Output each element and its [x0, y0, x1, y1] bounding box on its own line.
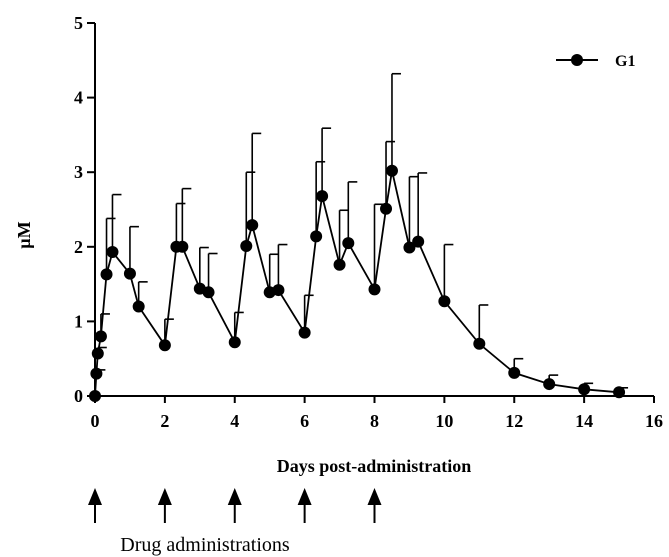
y-tick-label: 1 — [74, 311, 83, 331]
dose-arrow — [227, 488, 242, 523]
data-point — [310, 230, 323, 243]
x-tick-label: 0 — [91, 411, 100, 431]
y-tick-label: 3 — [74, 162, 83, 182]
data-point — [438, 295, 451, 308]
dose-arrow-head — [297, 488, 312, 505]
data-point — [543, 378, 556, 391]
data-point — [298, 326, 311, 339]
dose-arrow — [88, 488, 102, 523]
x-tick-label: 2 — [160, 411, 169, 431]
data-point — [176, 240, 189, 253]
y-tick-label: 4 — [74, 88, 83, 108]
y-tick-label: 0 — [74, 386, 83, 406]
data-point — [403, 241, 416, 254]
legend-marker — [571, 54, 583, 66]
data-point — [106, 246, 119, 259]
data-point — [132, 300, 145, 313]
dose-arrow-head — [227, 488, 242, 505]
dose-arrow-head — [367, 488, 382, 505]
data-point — [158, 339, 171, 352]
x-tick-label: 14 — [575, 411, 593, 431]
y-tick-label: 5 — [74, 13, 83, 33]
series-g1 — [89, 72, 629, 402]
data-point — [94, 330, 107, 343]
x-tick-label: 4 — [230, 411, 239, 431]
data-point — [333, 258, 346, 271]
data-point — [342, 237, 355, 250]
dose-annotation-label: Drug administrations — [120, 534, 290, 556]
data-point — [91, 347, 104, 360]
data-point — [202, 286, 215, 299]
data-point — [246, 219, 259, 232]
data-point — [412, 235, 425, 248]
data-point — [89, 390, 101, 402]
data-point — [228, 336, 241, 349]
series-layer — [89, 72, 629, 402]
data-point — [473, 337, 486, 350]
x-tick-label: 10 — [435, 411, 453, 431]
x-axis-title: Days post-administration — [277, 456, 472, 476]
data-point — [272, 284, 285, 297]
data-point — [90, 367, 103, 380]
data-point — [368, 283, 381, 296]
data-point — [100, 268, 113, 281]
series-line — [94, 170, 620, 397]
data-point — [613, 386, 626, 399]
data-point — [508, 366, 521, 379]
dose-arrow-head — [88, 488, 102, 505]
dose-arrow — [297, 488, 312, 523]
legend-label-g1: G1 — [615, 53, 635, 70]
dose-arrow-head — [157, 488, 172, 505]
x-axis-ticks: 0 2 4 6 8 10 12 14 16 — [91, 396, 663, 431]
data-point — [385, 164, 398, 177]
dose-arrows — [88, 488, 382, 523]
x-tick-label: 16 — [645, 411, 663, 431]
y-tick-label: 2 — [74, 237, 83, 257]
data-point — [316, 190, 329, 203]
y-axis-title: µM — [14, 221, 34, 248]
data-point — [578, 383, 591, 396]
legend: G1 — [556, 53, 635, 70]
x-tick-label: 8 — [370, 411, 379, 431]
x-tick-label: 12 — [505, 411, 523, 431]
data-point — [380, 202, 393, 215]
data-point — [123, 267, 136, 280]
dose-arrow — [367, 488, 382, 523]
y-axis-ticks: 0 1 2 3 4 5 — [74, 13, 95, 406]
dose-arrow — [157, 488, 172, 523]
x-tick-label: 6 — [300, 411, 309, 431]
data-point — [240, 240, 253, 253]
